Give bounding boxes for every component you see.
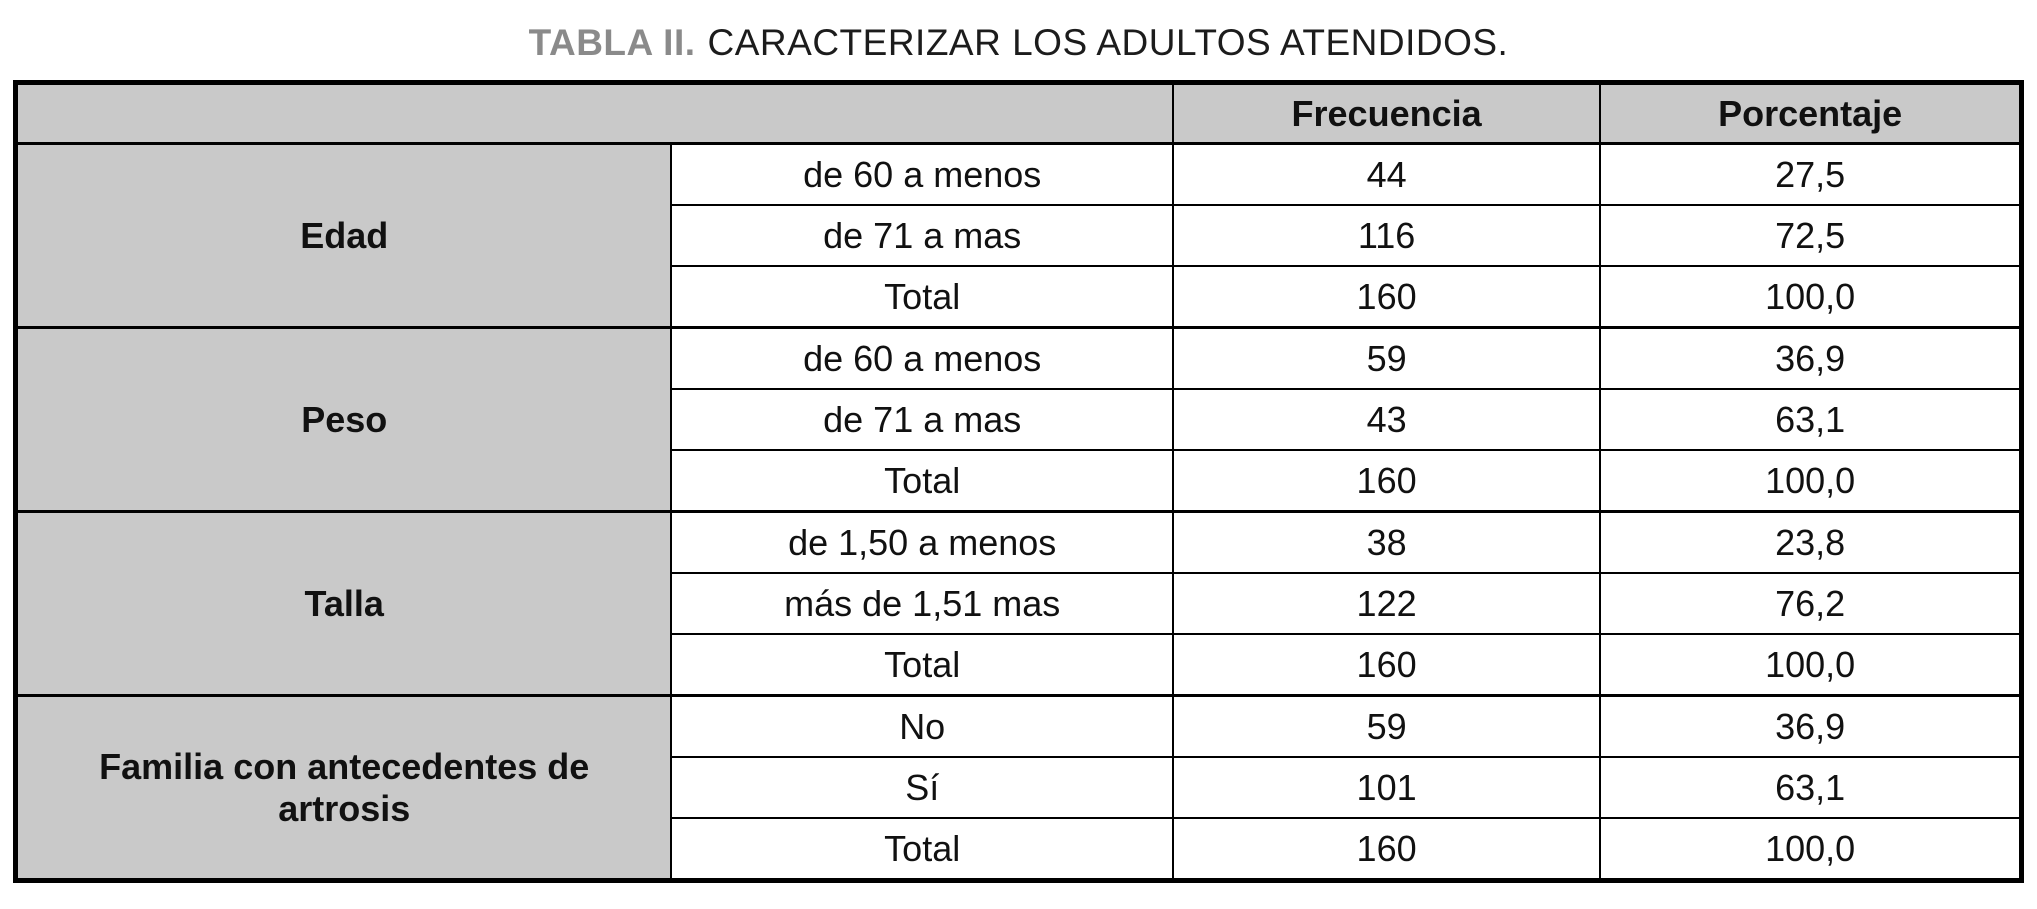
category-cell-familia: Familia con antecedentes de artrosis: [14, 694, 673, 882]
row-label-cell: Total: [670, 633, 1174, 697]
row-label-cell: de 60 a menos: [670, 142, 1174, 206]
header-row: Frecuencia Porcentaje: [14, 81, 2023, 145]
table-row: Total 160 100,0: [16, 817, 2023, 882]
table-row: Total 160 100,0: [16, 633, 2023, 697]
percentage-cell: 100,0: [1599, 449, 2023, 513]
percentage-cell: 36,9: [1599, 694, 2023, 758]
frequency-cell: 122: [1171, 572, 1602, 635]
row-label-cell: más de 1,51 mas: [670, 572, 1174, 635]
frequency-cell: 160: [1171, 817, 1602, 882]
row-label-cell: Total: [670, 265, 1174, 329]
frequency-cell: 43: [1171, 388, 1602, 451]
row-label-cell: Total: [670, 817, 1174, 882]
row-label-cell: de 71 a mas: [670, 388, 1174, 451]
percentage-cell: 100,0: [1599, 633, 2023, 697]
frequency-table: Frecuencia Porcentaje Edad de 60 a menos…: [13, 80, 2024, 883]
table-row: Total 160 100,0: [16, 449, 2023, 513]
frequency-cell: 160: [1171, 265, 1602, 329]
table-title-number: TABLA II.: [528, 22, 696, 63]
table-row: Edad de 60 a menos 44 27,5: [14, 142, 2023, 329]
table-title: TABLA II. CARACTERIZAR LOS ADULTOS ATENDI…: [0, 0, 2037, 80]
row-label-cell: de 60 a menos: [670, 326, 1174, 390]
table-row: más de 1,51 mas 122 76,2: [16, 572, 2023, 635]
percentage-cell: 100,0: [1599, 817, 2023, 882]
frequency-cell: 59: [1171, 694, 1602, 758]
header-spacer-cell: [14, 81, 1174, 145]
table-title-caption: CARACTERIZAR LOS ADULTOS ATENDIDOS.: [707, 22, 1509, 63]
category-cell-peso: Peso: [14, 326, 673, 513]
percentage-cell: 63,1: [1599, 756, 2023, 819]
row-label-cell: No: [670, 694, 1174, 758]
frequency-cell: 59: [1171, 326, 1602, 390]
frequency-cell: 160: [1171, 449, 1602, 513]
row-label-cell: de 1,50 a menos: [670, 510, 1174, 574]
percentage-cell: 100,0: [1599, 265, 2023, 329]
percentage-cell: 76,2: [1599, 572, 2023, 635]
frequency-cell: 160: [1171, 633, 1602, 697]
table-row: Talla de 1,50 a menos 38 23,8: [14, 510, 2023, 697]
percentage-cell: 36,9: [1599, 326, 2023, 390]
header-porcentaje: Porcentaje: [1599, 81, 2023, 145]
frequency-cell: 101: [1171, 756, 1602, 819]
table-row: Familia con antecedentes de artrosis No …: [14, 694, 2023, 882]
table-row: de 71 a mas 116 72,5: [16, 204, 2023, 267]
category-cell-edad: Edad: [14, 142, 673, 329]
percentage-cell: 27,5: [1599, 142, 2023, 206]
frequency-cell: 116: [1171, 204, 1602, 267]
table-row: Total 160 100,0: [16, 265, 2023, 329]
table-row: Peso de 60 a menos 59 36,9: [14, 326, 2023, 513]
frequency-cell: 38: [1171, 510, 1602, 574]
table-row: de 71 a mas 43 63,1: [16, 388, 2023, 451]
percentage-cell: 63,1: [1599, 388, 2023, 451]
percentage-cell: 23,8: [1599, 510, 2023, 574]
header-frecuencia: Frecuencia: [1171, 81, 1602, 145]
category-cell-talla: Talla: [14, 510, 673, 697]
percentage-cell: 72,5: [1599, 204, 2023, 267]
frequency-cell: 44: [1171, 142, 1602, 206]
row-label-cell: Total: [670, 449, 1174, 513]
row-label-cell: Sí: [670, 756, 1174, 819]
table-row: Sí 101 63,1: [16, 756, 2023, 819]
row-label-cell: de 71 a mas: [670, 204, 1174, 267]
